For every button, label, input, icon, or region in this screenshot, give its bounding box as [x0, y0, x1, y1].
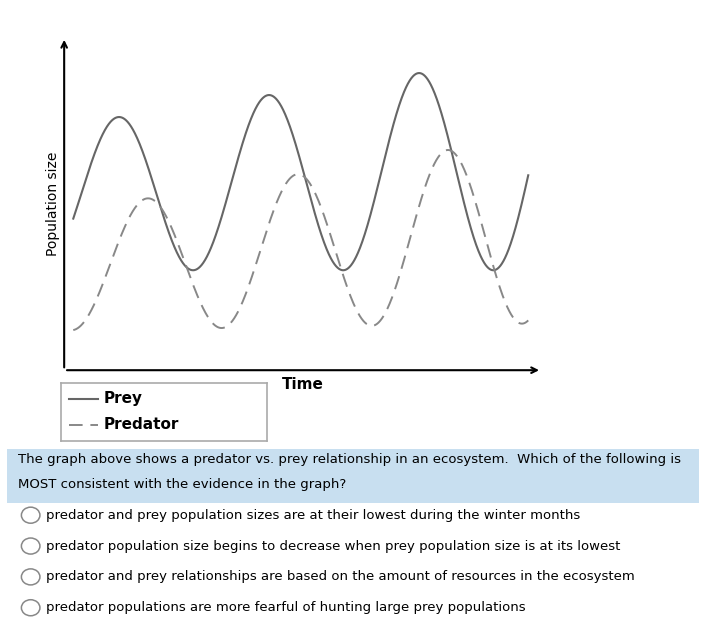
Text: predator and prey relationships are based on the amount of resources in the ecos: predator and prey relationships are base… — [46, 570, 635, 584]
Text: predator populations are more fearful of hunting large prey populations: predator populations are more fearful of… — [46, 601, 526, 615]
Y-axis label: Population size: Population size — [46, 151, 60, 256]
X-axis label: Time: Time — [282, 377, 324, 392]
FancyBboxPatch shape — [7, 449, 699, 503]
Text: The graph above shows a predator vs. prey relationship in an ecosystem.  Which o: The graph above shows a predator vs. pre… — [18, 453, 681, 466]
Text: Prey: Prey — [104, 391, 143, 407]
Text: MOST consistent with the evidence in the graph?: MOST consistent with the evidence in the… — [18, 478, 346, 491]
Text: predator population size begins to decrease when prey population size is at its : predator population size begins to decre… — [46, 539, 621, 553]
Text: Predator: Predator — [104, 417, 180, 433]
Text: predator and prey population sizes are at their lowest during the winter months: predator and prey population sizes are a… — [46, 508, 580, 522]
